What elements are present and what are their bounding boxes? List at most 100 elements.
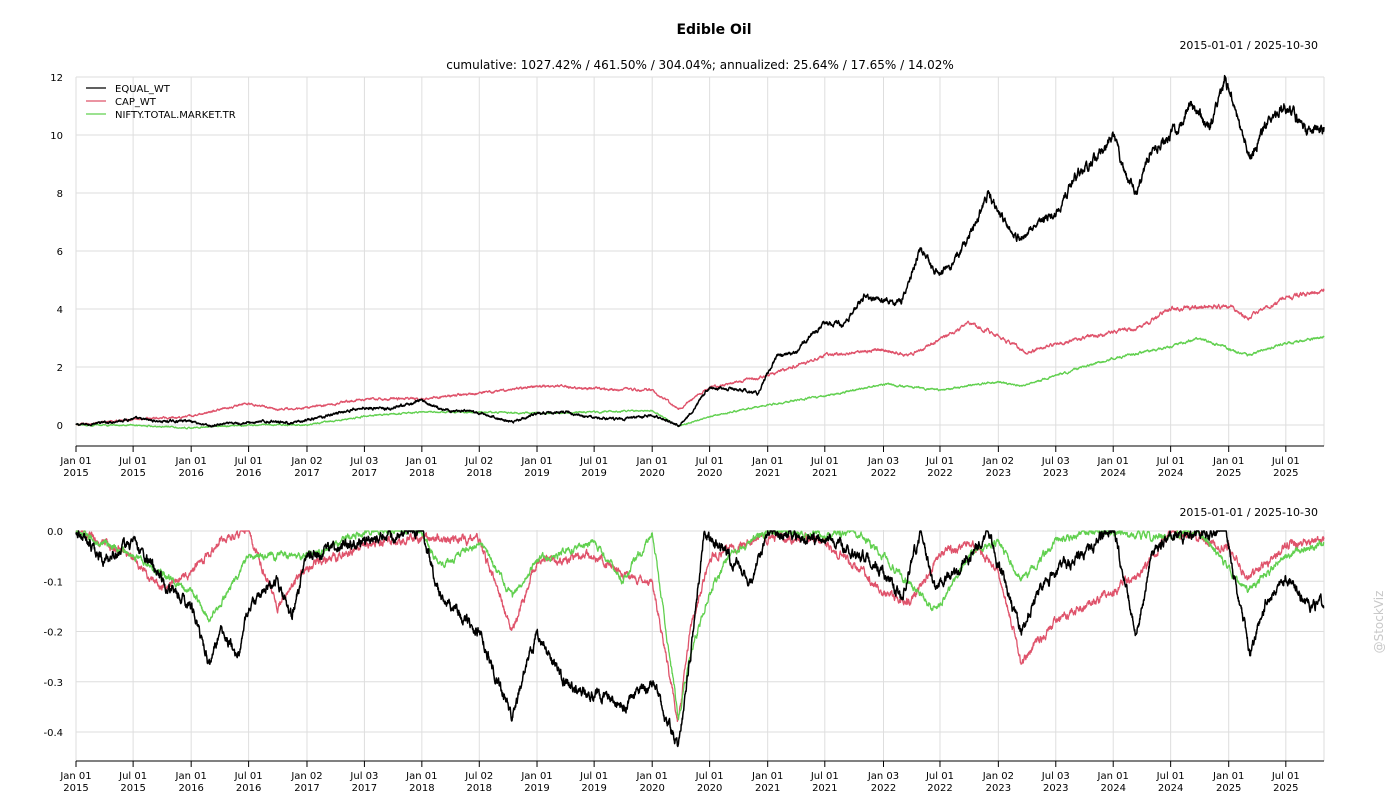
x-tick-label: Jul 02 [464,456,493,467]
x-tick-year: 2019 [581,783,606,794]
x-tick-label: Jul 02 [464,771,493,782]
x-tick-year: 2024 [1100,468,1125,479]
x-tick-label: Jul 01 [1271,456,1300,467]
x-tick-year: 2022 [871,783,896,794]
x-tick-year: 2019 [581,468,606,479]
x-tick-year: 2024 [1158,468,1183,479]
y-tick-label: 2 [57,363,63,374]
x-tick-label: Jul 01 [810,456,839,467]
x-tick-year: 2021 [755,783,780,794]
x-tick-year: 2025 [1216,783,1241,794]
x-tick-year: 2025 [1273,468,1298,479]
x-tick-year: 2023 [986,468,1011,479]
y-tick-label: -0.3 [43,678,63,689]
x-tick-year: 2018 [467,783,492,794]
x-tick-year: 2015 [120,468,145,479]
x-tick-year: 2022 [871,468,896,479]
x-tick-year: 2015 [120,783,145,794]
series-line-nifty-total-market-tr [75,530,1325,721]
x-tick-year: 2023 [1043,468,1068,479]
x-tick-label: Jul 01 [1156,771,1185,782]
x-tick-label: Jan 02 [982,771,1014,782]
x-tick-label: Jan 01 [1097,771,1129,782]
y-tick-label: 6 [57,247,63,258]
chart-title: Edible Oil [676,22,751,38]
x-tick-year: 2020 [697,468,722,479]
legend-label: NIFTY.TOTAL.MARKET.TR [115,110,236,121]
x-tick-year: 2017 [352,468,377,479]
x-tick-year: 2016 [178,783,203,794]
x-tick-year: 2020 [697,783,722,794]
x-tick-year: 2020 [639,783,664,794]
x-tick-label: Jan 01 [520,771,552,782]
y-tick-label: 0 [57,421,63,432]
top-date-range: 2015-01-01 / 2025-10-30 [1179,39,1318,52]
legend-label: EQUAL_WT [115,84,171,95]
x-tick-year: 2021 [755,468,780,479]
x-tick-year: 2025 [1216,468,1241,479]
x-tick-label: Jul 03 [1041,456,1070,467]
bottom-date-range: 2015-01-01 / 2025-10-30 [1179,506,1318,519]
x-tick-label: Jul 01 [579,456,608,467]
x-tick-year: 2017 [294,783,319,794]
x-tick-year: 2018 [409,468,434,479]
y-tick-label: 4 [57,305,63,316]
x-tick-label: Jul 01 [695,456,724,467]
chart-subtitle: cumulative: 1027.42% / 461.50% / 304.04%… [446,58,954,72]
x-tick-year: 2021 [812,783,837,794]
x-tick-label: Jan 01 [751,456,783,467]
y-tick-label: 12 [50,73,63,84]
series-line-nifty-total-market-tr [75,335,1325,430]
x-tick-year: 2017 [294,468,319,479]
x-tick-year: 2022 [927,468,952,479]
x-tick-year: 2021 [812,468,837,479]
x-tick-year: 2016 [236,783,261,794]
x-tick-label: Jul 01 [118,456,147,467]
legend-label: CAP_WT [115,97,157,108]
x-tick-label: Jul 01 [579,771,608,782]
x-tick-label: Jan 01 [175,456,207,467]
x-tick-label: Jan 01 [59,771,91,782]
x-tick-year: 2024 [1158,783,1183,794]
x-tick-year: 2022 [927,783,952,794]
x-tick-year: 2019 [524,468,549,479]
y-tick-label: -0.2 [43,628,63,639]
x-tick-year: 2015 [63,468,88,479]
x-tick-year: 2015 [63,783,88,794]
y-tick-label: 0.0 [47,527,63,538]
x-tick-label: Jan 01 [1212,771,1244,782]
x-tick-label: Jul 01 [695,771,724,782]
x-tick-label: Jul 01 [925,456,954,467]
x-tick-label: Jan 01 [59,456,91,467]
x-tick-label: Jan 01 [405,771,437,782]
series-line-equal-wt [75,530,1325,748]
y-tick-label: -0.1 [43,577,63,588]
x-tick-label: Jan 03 [867,456,899,467]
x-tick-label: Jan 01 [1097,456,1129,467]
x-tick-label: Jan 02 [982,456,1014,467]
x-tick-label: Jan 01 [636,771,668,782]
x-tick-year: 2020 [639,468,664,479]
x-tick-year: 2023 [1043,783,1068,794]
y-tick-label: 8 [57,189,63,200]
x-tick-label: Jul 01 [118,771,147,782]
x-tick-year: 2016 [236,468,261,479]
x-tick-label: Jul 01 [810,771,839,782]
grid [75,76,1325,446]
x-tick-label: Jan 01 [751,771,783,782]
x-tick-year: 2018 [467,468,492,479]
x-tick-label: Jan 02 [290,456,322,467]
x-tick-label: Jul 01 [1271,771,1300,782]
x-tick-label: Jul 01 [1156,456,1185,467]
x-tick-label: Jul 03 [1041,771,1070,782]
x-tick-year: 2023 [986,783,1011,794]
x-tick-label: Jan 01 [520,456,552,467]
x-tick-label: Jul 03 [349,456,378,467]
x-tick-label: Jul 01 [925,771,954,782]
x-tick-label: Jan 03 [867,771,899,782]
x-tick-year: 2025 [1273,783,1298,794]
x-tick-year: 2016 [178,468,203,479]
